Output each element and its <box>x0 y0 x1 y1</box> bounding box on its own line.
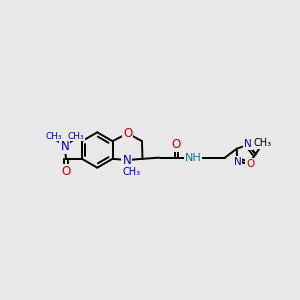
Text: CH₃: CH₃ <box>46 132 62 141</box>
Text: N: N <box>244 139 252 149</box>
Text: N: N <box>122 154 131 166</box>
Text: CH₃: CH₃ <box>254 138 272 148</box>
Text: O: O <box>172 138 181 151</box>
Text: O: O <box>61 165 70 178</box>
Text: CH₃: CH₃ <box>122 167 140 177</box>
Text: N: N <box>60 140 69 153</box>
Text: CH₃: CH₃ <box>67 132 84 141</box>
Text: NH: NH <box>185 153 201 163</box>
Text: O: O <box>246 159 254 169</box>
Text: N: N <box>234 157 242 167</box>
Text: O: O <box>123 127 132 140</box>
